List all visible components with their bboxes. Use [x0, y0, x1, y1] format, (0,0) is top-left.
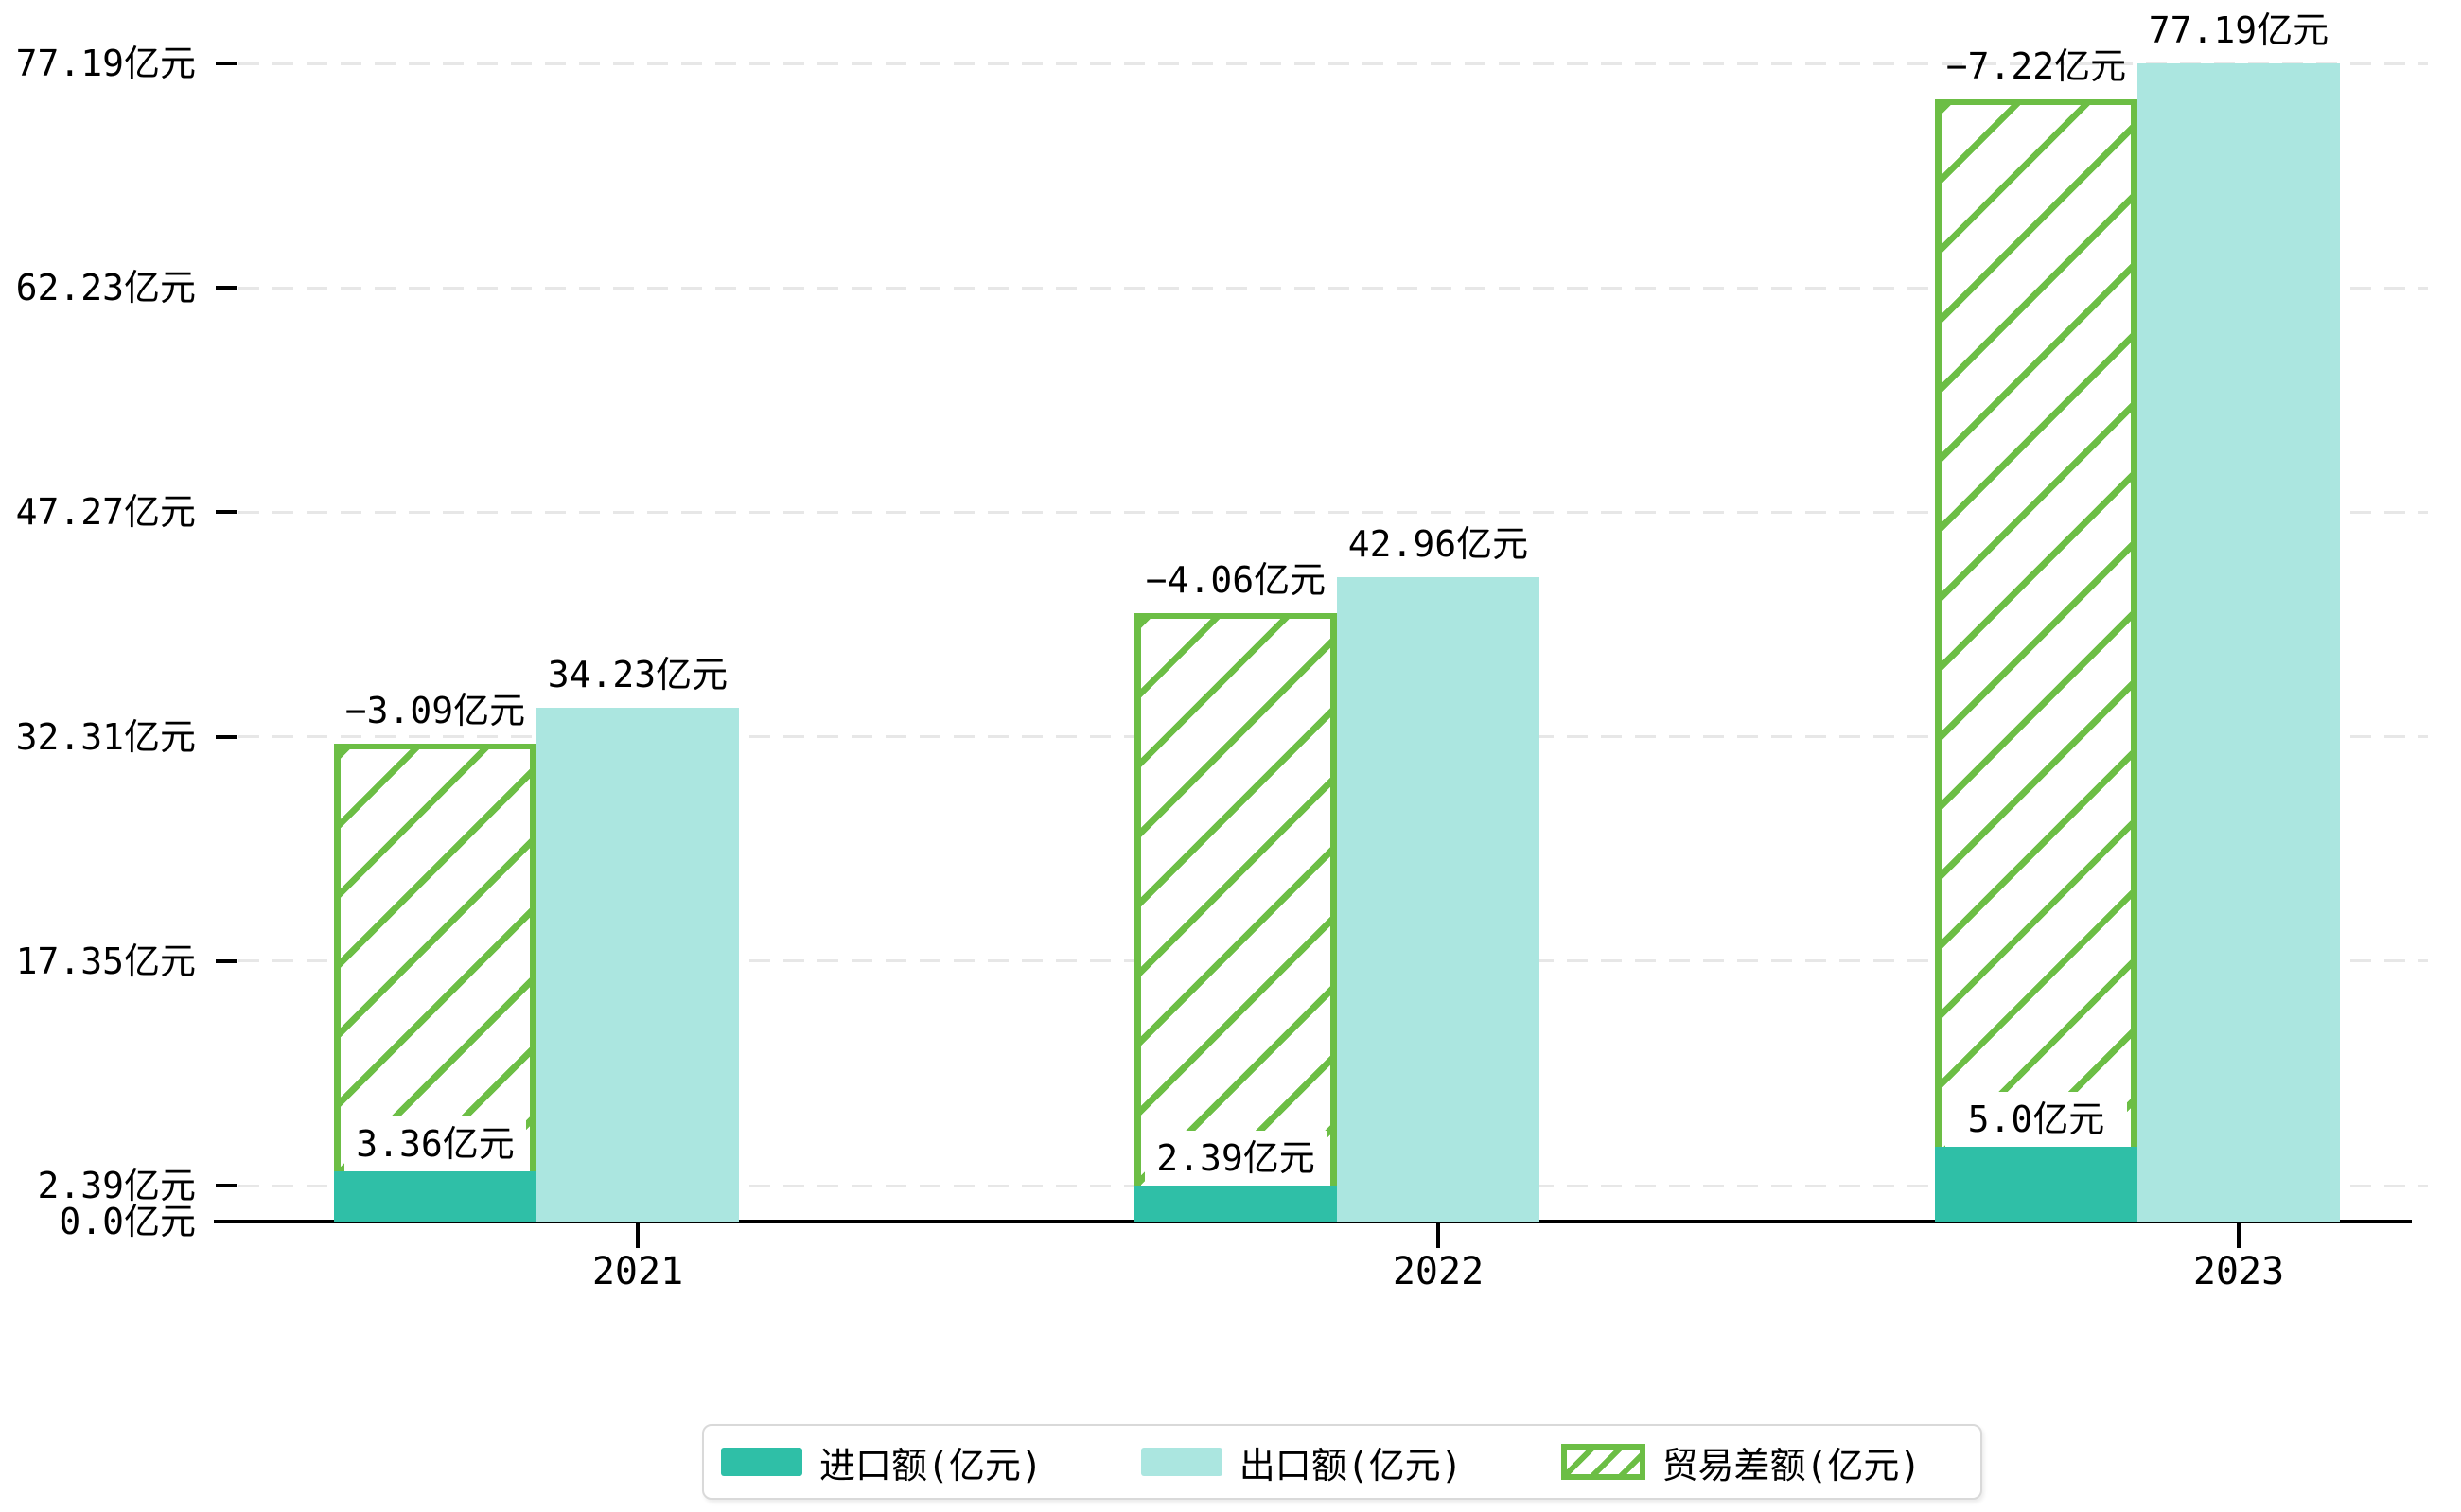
legend-label-balance: 贸易差额(亿元): [1661, 1444, 1922, 1486]
export-value-label: 34.23亿元: [547, 654, 729, 696]
y-tick-label: 62.23亿元: [15, 267, 196, 309]
balance-hatch-swatch-icon: [1560, 1444, 1645, 1480]
y-tick-mark: [216, 62, 237, 65]
trade-balance-value-label: −7.22亿元: [1945, 44, 2127, 87]
y-tick-mark: [216, 734, 237, 739]
export-value-label: 42.96亿元: [1347, 522, 1529, 565]
x-tick-label: 2021: [591, 1250, 684, 1293]
export-value-label: 77.19亿元: [2148, 9, 2329, 51]
x-tick-mark: [636, 1223, 640, 1248]
y-tick-label: 32.31亿元: [15, 715, 196, 758]
y-tick-mark: [216, 1184, 237, 1188]
import-value-label: 3.36亿元: [344, 1116, 526, 1171]
import-bar: [1935, 1146, 2137, 1222]
legend-item-export: 出口额(亿元): [1140, 1436, 1463, 1488]
y-tick-label: 2.39亿元: [37, 1165, 196, 1207]
x-tick-label: 2023: [2192, 1250, 2285, 1293]
x-tick-label: 2022: [1392, 1250, 1485, 1293]
export-bar: [536, 708, 739, 1222]
legend-label-export: 出口额(亿元): [1239, 1444, 1463, 1486]
trade-balance-bar: [334, 744, 536, 1171]
grid-line: [238, 286, 2428, 290]
x-tick-mark: [2237, 1223, 2241, 1248]
legend-item-balance: 贸易差额(亿元): [1560, 1436, 1922, 1488]
trade-balance-value-label: −3.09亿元: [344, 690, 526, 732]
legend: 进口额(亿元) 出口额(亿元) 贸易差额(亿元): [702, 1424, 1982, 1500]
export-bar: [2137, 63, 2340, 1222]
grid-line: [238, 62, 2428, 65]
trade-balance-value-label: −4.06亿元: [1145, 558, 1327, 601]
legend-label-import: 进口额(亿元): [819, 1444, 1043, 1486]
y-tick-label: 77.19亿元: [15, 43, 196, 84]
y-tick-mark: [216, 286, 237, 290]
import-value-label: 2.39亿元: [1145, 1131, 1327, 1187]
legend-item-import: 进口额(亿元): [721, 1436, 1043, 1488]
y-tick-mark: [216, 958, 237, 963]
export-bar: [1337, 576, 1539, 1222]
import-swatch-icon: [721, 1448, 802, 1476]
trade-balance-bar: [1134, 612, 1337, 1187]
y-tick-label: 0.0亿元: [59, 1201, 196, 1242]
y-tick-label: 17.35亿元: [15, 940, 196, 982]
import-bar: [1134, 1186, 1337, 1222]
x-tick-mark: [1436, 1223, 1440, 1248]
y-tick-mark: [216, 510, 237, 515]
import-bar: [334, 1170, 536, 1222]
export-swatch-icon: [1140, 1448, 1222, 1476]
grid-line: [238, 510, 2428, 514]
x-axis: [214, 1220, 2412, 1223]
trade-balance-bar: [1935, 98, 2137, 1147]
import-value-label: 5.0亿元: [1945, 1091, 2127, 1147]
y-tick-label: 47.27亿元: [15, 491, 196, 534]
